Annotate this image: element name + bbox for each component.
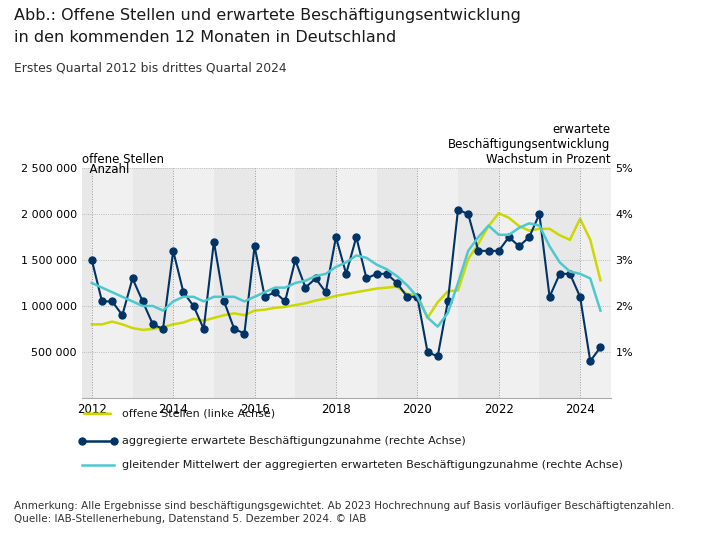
Text: aggregierte erwartete Beschäftigungzunahme (rechte Achse): aggregierte erwartete Beschäftigungzunah… [122,436,466,445]
Bar [498,168,540,398]
Text: Anzahl: Anzahl [82,163,129,176]
Text: erwartete
Beschäftigungsentwicklung
Wachstum in Prozent: erwartete Beschäftigungsentwicklung Wach… [448,123,611,166]
Bar [92,168,133,398]
Bar [540,168,580,398]
Bar [376,168,417,398]
Bar [173,168,214,398]
Bar [82,168,92,398]
Text: offene Stellen (linke Achse): offene Stellen (linke Achse) [122,409,275,419]
Bar [255,168,295,398]
Bar [133,168,173,398]
Bar [214,168,255,398]
Text: Anmerkung: Alle Ergebnisse sind beschäftigungsgewichtet. Ab 2023 Hochrechnung au: Anmerkung: Alle Ergebnisse sind beschäft… [14,501,674,511]
Text: Quelle: IAB-Stellenerhebung, Datenstand 5. Dezember 2024. © IAB: Quelle: IAB-Stellenerhebung, Datenstand … [14,514,366,524]
Text: gleitender Mittelwert der aggregierten erwarteten Beschäftigungzunahme (rechte A: gleitender Mittelwert der aggregierten e… [122,460,623,469]
Bar [580,168,611,398]
Text: in den kommenden 12 Monaten in Deutschland: in den kommenden 12 Monaten in Deutschla… [14,30,396,45]
Text: offene Stellen: offene Stellen [82,153,163,166]
Bar [458,168,498,398]
Text: Erstes Quartal 2012 bis drittes Quartal 2024: Erstes Quartal 2012 bis drittes Quartal … [14,61,287,74]
Bar [295,168,336,398]
Text: Abb.: Offene Stellen und erwartete Beschäftigungsentwicklung: Abb.: Offene Stellen und erwartete Besch… [14,8,521,23]
Bar [417,168,458,398]
Bar [336,168,376,398]
